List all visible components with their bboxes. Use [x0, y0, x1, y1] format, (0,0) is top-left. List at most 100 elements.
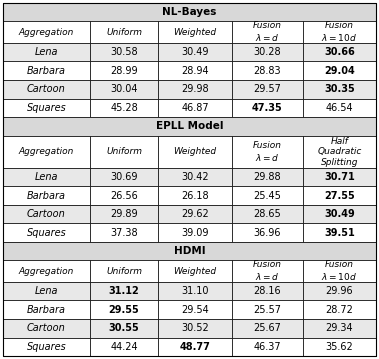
Text: 26.18: 26.18 — [181, 191, 209, 201]
Bar — [3, 98, 89, 117]
Text: Barbara: Barbara — [27, 305, 66, 315]
Bar — [303, 61, 376, 80]
Bar — [3, 3, 376, 22]
Bar — [89, 337, 158, 356]
Bar — [89, 43, 158, 61]
Bar — [89, 319, 158, 337]
Bar — [303, 43, 376, 61]
Bar — [303, 205, 376, 223]
Text: Squares: Squares — [27, 103, 66, 113]
Bar — [232, 223, 303, 242]
Bar — [303, 319, 376, 337]
Bar — [3, 337, 89, 356]
Bar — [158, 300, 232, 319]
Text: EPLL Model: EPLL Model — [156, 121, 223, 131]
Bar — [89, 223, 158, 242]
Text: 37.38: 37.38 — [110, 228, 138, 238]
Bar — [3, 168, 89, 186]
Text: Uniform: Uniform — [106, 267, 142, 276]
Bar — [158, 43, 232, 61]
Text: Aggregation: Aggregation — [19, 28, 74, 37]
Bar — [3, 61, 89, 80]
Bar — [232, 205, 303, 223]
Bar — [89, 61, 158, 80]
Text: Fusion
$\lambda = d$: Fusion $\lambda = d$ — [253, 260, 282, 282]
Bar — [89, 282, 158, 300]
Bar — [303, 168, 376, 186]
Text: Weighted: Weighted — [174, 28, 217, 37]
Bar — [3, 80, 89, 98]
Bar — [158, 136, 232, 168]
Text: Fusion
$\lambda = d$: Fusion $\lambda = d$ — [253, 141, 282, 163]
Text: Fusion
$\lambda = d$: Fusion $\lambda = d$ — [253, 21, 282, 43]
Bar — [89, 22, 158, 43]
Text: Weighted: Weighted — [174, 267, 217, 276]
Text: Lena: Lena — [34, 47, 58, 57]
Text: Fusion
$\lambda = 10d$: Fusion $\lambda = 10d$ — [321, 21, 357, 43]
Bar — [3, 282, 89, 300]
Text: 46.54: 46.54 — [326, 103, 353, 113]
Bar — [89, 168, 158, 186]
Bar — [232, 98, 303, 117]
Text: Barbara: Barbara — [27, 66, 66, 76]
Text: 30.35: 30.35 — [324, 84, 355, 94]
Text: 30.52: 30.52 — [181, 323, 209, 333]
Bar — [3, 186, 89, 205]
Text: 30.66: 30.66 — [324, 47, 355, 57]
Text: Half
Quadratic
Splitting: Half Quadratic Splitting — [317, 137, 362, 167]
Text: 30.04: 30.04 — [110, 84, 138, 94]
Text: 29.57: 29.57 — [253, 84, 281, 94]
Bar — [89, 186, 158, 205]
Bar — [158, 337, 232, 356]
Text: 27.55: 27.55 — [324, 191, 355, 201]
Text: 29.62: 29.62 — [181, 209, 209, 219]
Bar — [158, 319, 232, 337]
Bar — [232, 61, 303, 80]
Text: 25.45: 25.45 — [253, 191, 281, 201]
Bar — [303, 282, 376, 300]
Text: 44.24: 44.24 — [110, 342, 138, 352]
Bar — [89, 300, 158, 319]
Text: 28.83: 28.83 — [254, 66, 281, 76]
Bar — [232, 186, 303, 205]
Text: 47.35: 47.35 — [252, 103, 283, 113]
Text: 26.56: 26.56 — [110, 191, 138, 201]
Bar — [3, 22, 89, 43]
Bar — [3, 319, 89, 337]
Text: 28.65: 28.65 — [253, 209, 281, 219]
Bar — [232, 300, 303, 319]
Text: 35.62: 35.62 — [326, 342, 353, 352]
Bar — [3, 117, 376, 136]
Bar — [89, 136, 158, 168]
Text: 29.89: 29.89 — [110, 209, 138, 219]
Bar — [232, 136, 303, 168]
Bar — [232, 22, 303, 43]
Text: 29.98: 29.98 — [181, 84, 209, 94]
Text: 29.04: 29.04 — [324, 66, 355, 76]
Text: Squares: Squares — [27, 228, 66, 238]
Bar — [3, 242, 376, 261]
Text: 48.77: 48.77 — [180, 342, 210, 352]
Bar — [232, 43, 303, 61]
Bar — [158, 168, 232, 186]
Bar — [303, 300, 376, 319]
Bar — [3, 136, 89, 168]
Bar — [3, 223, 89, 242]
Bar — [158, 22, 232, 43]
Text: Weighted: Weighted — [174, 147, 217, 156]
Bar — [232, 282, 303, 300]
Bar — [89, 205, 158, 223]
Bar — [158, 261, 232, 282]
Text: 29.54: 29.54 — [181, 305, 209, 315]
Text: 39.51: 39.51 — [324, 228, 355, 238]
Text: 25.57: 25.57 — [253, 305, 281, 315]
Text: 28.16: 28.16 — [254, 286, 281, 296]
Text: Aggregation: Aggregation — [19, 147, 74, 156]
Text: Uniform: Uniform — [106, 28, 142, 37]
Text: 39.09: 39.09 — [181, 228, 209, 238]
Text: Lena: Lena — [34, 172, 58, 182]
Bar — [303, 80, 376, 98]
Bar — [303, 22, 376, 43]
Text: 25.67: 25.67 — [253, 323, 281, 333]
Bar — [232, 337, 303, 356]
